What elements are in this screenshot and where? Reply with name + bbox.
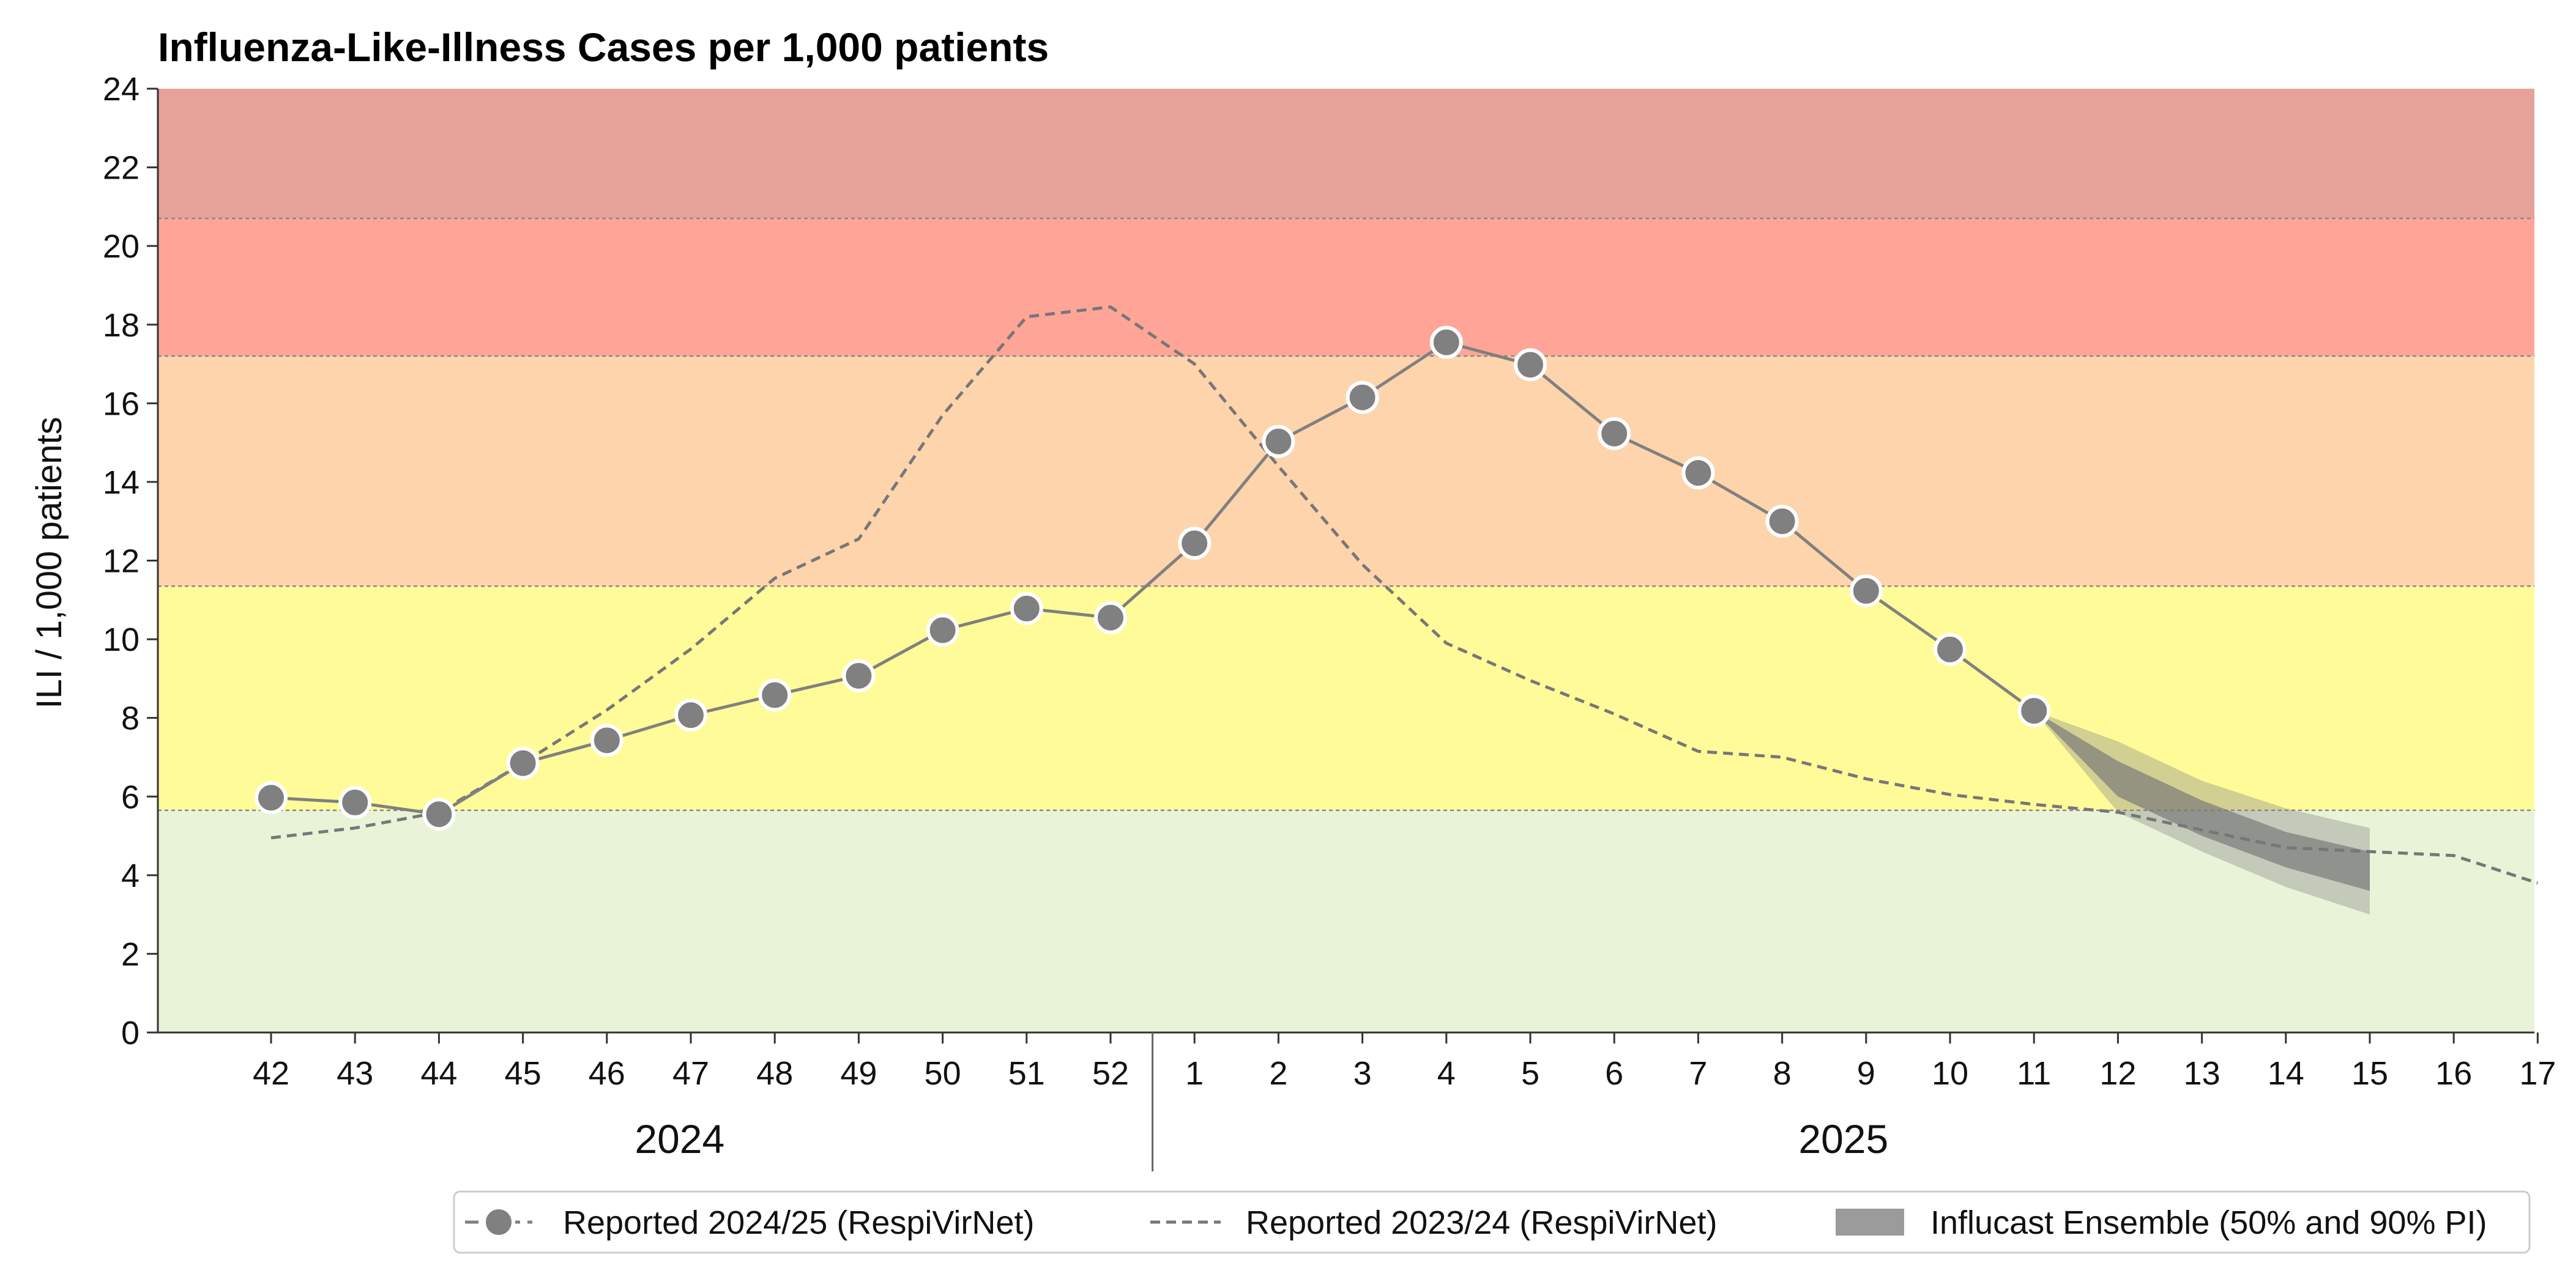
series-2024-25-point-1 (1178, 527, 1212, 560)
legend-label-forecast: Influcast Ensemble (50% and 90% PI) (1930, 1204, 2487, 1241)
legend-swatch-2024-25-marker (482, 1206, 515, 1239)
x-tick-label-12: 12 (2099, 1055, 2136, 1092)
series-2023-24 (270, 305, 2539, 885)
forecast-pi50 (2034, 711, 2370, 891)
x-tick-label-13: 13 (2184, 1055, 2220, 1092)
y-tick-label-6: 6 (121, 779, 140, 815)
x-tick-label-48: 48 (756, 1055, 793, 1092)
y-tick-label-12: 12 (103, 543, 140, 580)
x-tick-label-1: 1 (1185, 1055, 1204, 1092)
legend-box (453, 1190, 2531, 1254)
year-label-2024: 2024 (635, 1116, 724, 1162)
series-2024-25-point-48 (758, 678, 792, 712)
x-tick-label-51: 51 (1008, 1055, 1045, 1092)
series-2024-25-point-4 (1429, 325, 1463, 359)
legend: Reported 2024/25 (RespiVirNet) Reported 2… (453, 1190, 2531, 1254)
series-2024-25-point-51 (1010, 591, 1043, 625)
y-tick-label-22: 22 (103, 150, 140, 187)
y-tick-label-4: 4 (121, 858, 140, 894)
series-2023-24-line (270, 305, 2539, 885)
series-2024-25-point-2 (1262, 424, 1295, 458)
series-2024-25-point-6 (1598, 417, 1631, 450)
band-threshold-lines (158, 217, 2534, 812)
x-tick-label-17: 17 (2519, 1055, 2556, 1092)
intensity-bands (158, 89, 2534, 1032)
y-tick-label-14: 14 (103, 464, 140, 501)
series-2024-25-point-44 (422, 798, 456, 831)
series-2024-25 (255, 325, 2051, 831)
intensity-band-2 (158, 356, 2534, 587)
x-tick-label-50: 50 (925, 1055, 961, 1092)
x-tick-label-6: 6 (1605, 1055, 1623, 1092)
legend-label-2024-25: Reported 2024/25 (RespiVirNet) (563, 1204, 1034, 1241)
x-tick-label-45: 45 (505, 1055, 542, 1092)
legend-label-2023-24: Reported 2023/24 (RespiVirNet) (1246, 1204, 1717, 1241)
forecast-band (2034, 711, 2370, 915)
series-2024-25-line (270, 340, 2035, 816)
x-tick-label-7: 7 (1689, 1055, 1707, 1092)
x-tick-label-46: 46 (589, 1055, 625, 1092)
series-2024-25-point-42 (255, 781, 288, 815)
x-tick-label-5: 5 (1521, 1055, 1539, 1092)
x-tick-label-47: 47 (672, 1055, 709, 1092)
intensity-band-0 (158, 810, 2534, 1032)
x-tick-label-52: 52 (1092, 1055, 1129, 1092)
year-label-2025: 2025 (1798, 1116, 1888, 1162)
x-tick-label-10: 10 (1932, 1055, 1968, 1092)
x-tick-label-43: 43 (337, 1055, 373, 1092)
series-2024-25-point-45 (506, 746, 540, 780)
series-2024-25-point-7 (1681, 456, 1715, 490)
x-tick-label-9: 9 (1857, 1055, 1875, 1092)
axes (147, 87, 2539, 1171)
x-tick-label-4: 4 (1437, 1055, 1456, 1092)
intensity-band-3 (158, 218, 2534, 357)
series-2024-25-point-43 (338, 785, 372, 819)
x-tick-label-11: 11 (2017, 1055, 2051, 1092)
series-2024-25-point-5 (1514, 348, 1547, 382)
legend-swatch-forecast (1836, 1209, 1904, 1236)
y-tick-label-20: 20 (103, 228, 140, 265)
series-2024-25-point-50 (926, 614, 959, 647)
x-tick-label-15: 15 (2351, 1055, 2388, 1092)
series-2024-25-point-3 (1346, 380, 1379, 414)
series-2024-25-point-46 (590, 724, 624, 757)
y-tick-label-16: 16 (103, 385, 140, 422)
y-tick-label-0: 0 (121, 1015, 140, 1051)
y-axis-label: ILI / 1,000 patients (29, 417, 69, 708)
chart-title: Influenza-Like-Illness Cases per 1,000 p… (158, 24, 1049, 70)
y-tick-label-24: 24 (103, 71, 140, 108)
x-tick-label-44: 44 (420, 1055, 457, 1092)
y-tick-label-8: 8 (121, 700, 140, 737)
series-2024-25-point-52 (1094, 601, 1127, 634)
series-2024-25-point-11 (2017, 694, 2051, 728)
y-tick-label-18: 18 (103, 307, 140, 344)
series-2024-25-point-47 (674, 699, 707, 732)
x-tick-label-14: 14 (2268, 1055, 2304, 1092)
x-tick-label-16: 16 (2435, 1055, 2472, 1092)
y-tick-label-10: 10 (103, 621, 140, 658)
series-2024-25-point-10 (1934, 632, 1967, 666)
x-tick-label-3: 3 (1353, 1055, 1372, 1092)
y-tick-label-2: 2 (121, 936, 140, 973)
x-tick-label-8: 8 (1773, 1055, 1792, 1092)
series-2024-25-point-49 (842, 659, 876, 692)
x-tick-label-42: 42 (253, 1055, 289, 1092)
x-tick-label-2: 2 (1269, 1055, 1287, 1092)
series-2024-25-point-9 (1849, 574, 1883, 608)
series-2024-25-point-8 (1765, 505, 1799, 538)
intensity-band-4 (158, 89, 2534, 219)
x-tick-label-49: 49 (840, 1055, 877, 1092)
